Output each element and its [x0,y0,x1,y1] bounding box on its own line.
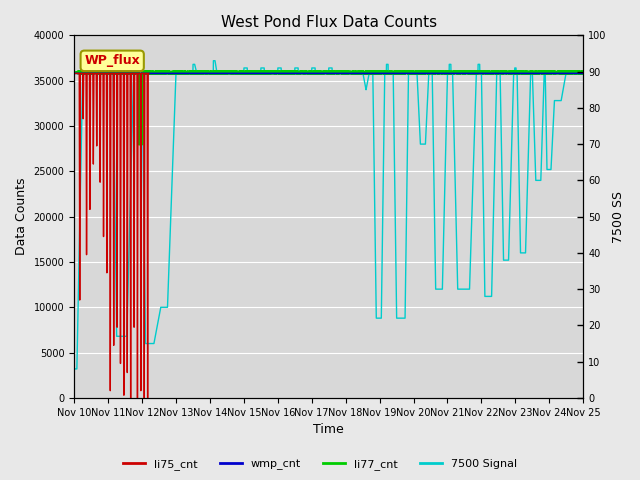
Legend: li75_cnt, wmp_cnt, li77_cnt, 7500 Signal: li75_cnt, wmp_cnt, li77_cnt, 7500 Signal [118,455,522,474]
Title: West Pond Flux Data Counts: West Pond Flux Data Counts [221,15,436,30]
X-axis label: Time: Time [314,423,344,436]
Text: WP_flux: WP_flux [84,54,140,67]
Y-axis label: 7500 SS: 7500 SS [612,191,625,242]
Y-axis label: Data Counts: Data Counts [15,178,28,255]
